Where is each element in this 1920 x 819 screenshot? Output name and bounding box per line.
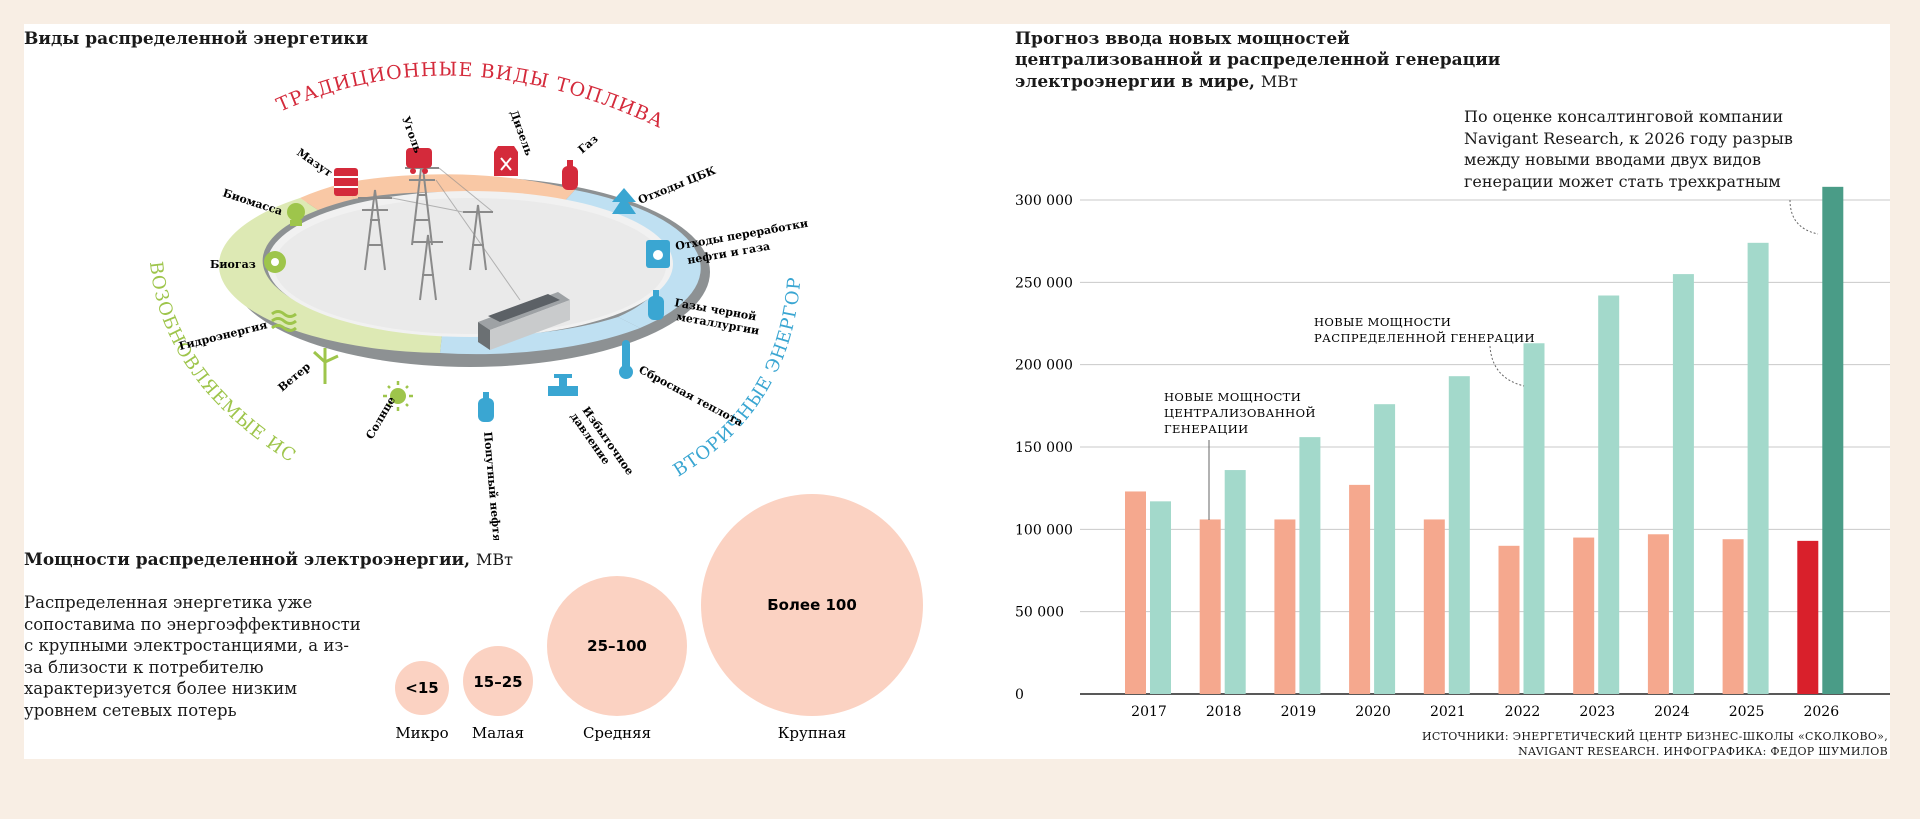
x-tick-label: 2025 [1729,704,1765,720]
svg-text:ГЕНЕРАЦИИ: ГЕНЕРАЦИИ [1164,422,1249,436]
bar-distributed-2024 [1672,274,1694,694]
circle-large-value: Более 100 [767,596,857,614]
valve-icon [548,374,578,396]
bar-distributed-2025 [1747,242,1769,694]
chart-title: Прогноз ввода новых мощностей централизо… [1015,29,1501,92]
circle-large-label: Крупная [778,724,846,742]
bar-distributed-2017 [1150,501,1171,694]
item-label-biogas: Биогаз [210,258,256,271]
bar-centralized-2022 [1498,545,1520,694]
barrel-icon [334,168,358,196]
note-pointer [1789,199,1819,235]
x-tick-label: 2019 [1281,704,1317,720]
x-tick-label: 2022 [1505,704,1541,720]
annotation-distributed: НОВЫЕ МОЩНОСТИ РАСПРЕДЕЛЕННОЙ ГЕНЕРАЦИИ [1314,315,1535,387]
x-tick-label: 2020 [1355,704,1391,720]
left-title: Виды распределенной энергетики [24,29,369,49]
circle-medium-label: Средняя [583,724,651,742]
y-tick-label: 200 000 [1015,358,1073,374]
gas-cylinder-icon [478,392,494,422]
gas-cylinder-icon [562,160,578,190]
circle-medium-value: 25–100 [587,637,647,655]
sprout-icon [287,203,305,226]
circle-micro-value: <15 [405,679,438,697]
coal-cart-icon [406,148,432,174]
y-tick-label: 300 000 [1015,193,1073,209]
circle-small: 15–25 Малая [463,646,533,742]
x-tick-label: 2021 [1430,704,1466,720]
forecast-note: По оценке консалтинговой компании Naviga… [1464,107,1793,191]
svg-text:НОВЫЕ МОЩНОСТИ: НОВЫЕ МОЩНОСТИ [1164,390,1301,404]
bar-distributed-2023 [1598,295,1620,694]
power-plant-icon [478,292,570,350]
bar-distributed-2022 [1523,343,1545,694]
y-tick-label: 250 000 [1015,275,1073,291]
x-tick-label: 2018 [1206,704,1242,720]
bar-centralized-2024 [1647,534,1669,694]
bar-centralized-2018 [1199,519,1221,694]
thermometer-icon [619,340,633,379]
bar-distributed-2020 [1374,404,1396,694]
biogas-icon [264,251,286,273]
energy-types-diagram: ТРАДИЦИОННЫЕ ВИДЫ ТОПЛИВА ВОЗОБНОВЛЯЕМЫЕ… [0,0,809,540]
y-tick-label: 150 000 [1015,440,1073,456]
svg-text:НОВЫЕ МОЩНОСТИ: НОВЫЕ МОЩНОСТИ [1314,315,1451,329]
svg-text:РАСПРЕДЕЛЕННОЙ ГЕНЕРАЦИИ: РАСПРЕДЕЛЕННОЙ ГЕНЕРАЦИИ [1314,331,1535,345]
tree-icon [612,188,636,214]
capacity-title: Мощности распределенной электроэнергии, … [24,550,514,570]
bar-centralized-2025 [1722,539,1744,694]
bar-distributed-2021 [1448,376,1470,694]
circle-large: Более 100 Крупная [701,494,923,742]
annotation-centralized: НОВЫЕ МОЩНОСТИ ЦЕНТРАЛИЗОВАННОЙ ГЕНЕРАЦИ… [1164,390,1316,520]
capacity-description: Распределенная энергетика уже сопоставим… [24,593,361,720]
bar-centralized-2021 [1423,519,1445,694]
bar-centralized-2017 [1125,491,1146,694]
circle-small-label: Малая [472,724,524,742]
x-tick-label: 2026 [1803,704,1839,720]
circle-micro: <15 Микро [395,661,449,742]
bar-centralized-2023 [1573,537,1595,694]
waves-icon [271,310,297,332]
y-tick-label: 0 [1015,687,1024,703]
gas-cylinder-icon [648,290,664,320]
bar-centralized-2026 [1797,540,1819,694]
svg-text:ЦЕНТРАЛИЗОВАННОЙ: ЦЕНТРАЛИЗОВАННОЙ [1164,406,1316,420]
circle-small-value: 15–25 [473,673,522,691]
capacity-circles: <15 Микро 15–25 Малая 25–100 Средняя Бол… [395,494,923,742]
sun-icon [383,381,413,411]
y-tick-label: 50 000 [1015,605,1064,621]
x-tick-label: 2024 [1654,704,1690,720]
pylons-icon [358,159,521,301]
circle-micro-label: Микро [395,724,448,742]
wind-turbine-icon [312,348,339,384]
oil-barrel-icon [646,240,670,268]
bar-distributed-2018 [1224,470,1246,694]
y-tick-label: 100 000 [1015,522,1073,538]
bar-centralized-2019 [1274,519,1296,694]
x-tick-label: 2023 [1579,704,1615,720]
source-credit: ИСТОЧНИКИ: ЭНЕРГЕТИЧЕСКИЙ ЦЕНТР БИЗНЕС-Ш… [1421,730,1888,758]
jerrycan-icon [494,146,518,176]
x-tick-label: 2017 [1131,704,1167,720]
bar-distributed-2019 [1299,437,1321,694]
bar-centralized-2020 [1349,484,1371,694]
bar-distributed-2026 [1822,186,1844,694]
circle-medium: 25–100 Средняя [547,576,687,742]
